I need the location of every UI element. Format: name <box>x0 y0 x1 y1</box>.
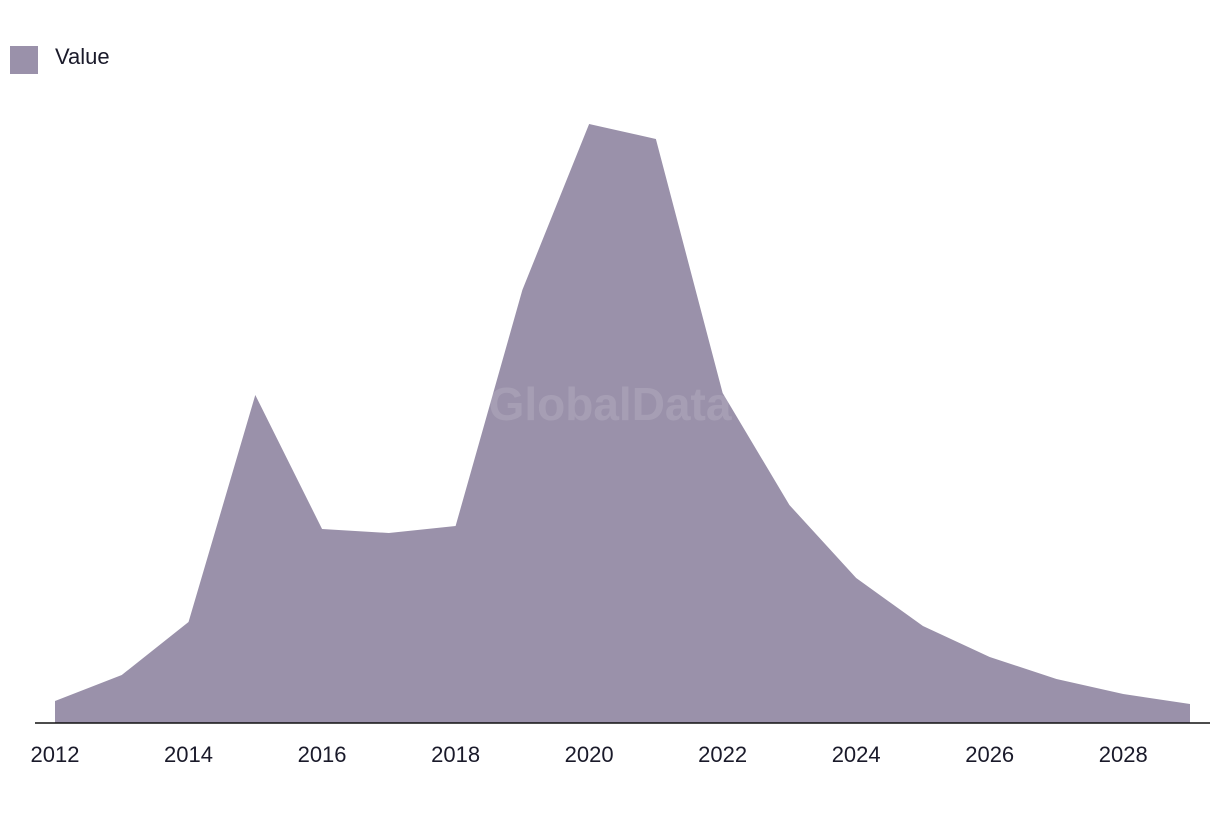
x-tick-label: 2028 <box>1099 742 1148 767</box>
legend-swatch <box>10 46 38 74</box>
x-tick-label: 2016 <box>298 742 347 767</box>
x-tick-label: 2012 <box>31 742 80 767</box>
legend-label: Value <box>55 44 110 69</box>
area <box>55 124 1190 723</box>
x-tick-label: 2014 <box>164 742 213 767</box>
x-tick-label: 2018 <box>431 742 480 767</box>
x-tick-label: 2020 <box>565 742 614 767</box>
x-tick-label: 2022 <box>698 742 747 767</box>
x-tick-label: 2026 <box>965 742 1014 767</box>
x-tick-label: 2024 <box>832 742 881 767</box>
watermark: GlobalData <box>489 378 732 430</box>
